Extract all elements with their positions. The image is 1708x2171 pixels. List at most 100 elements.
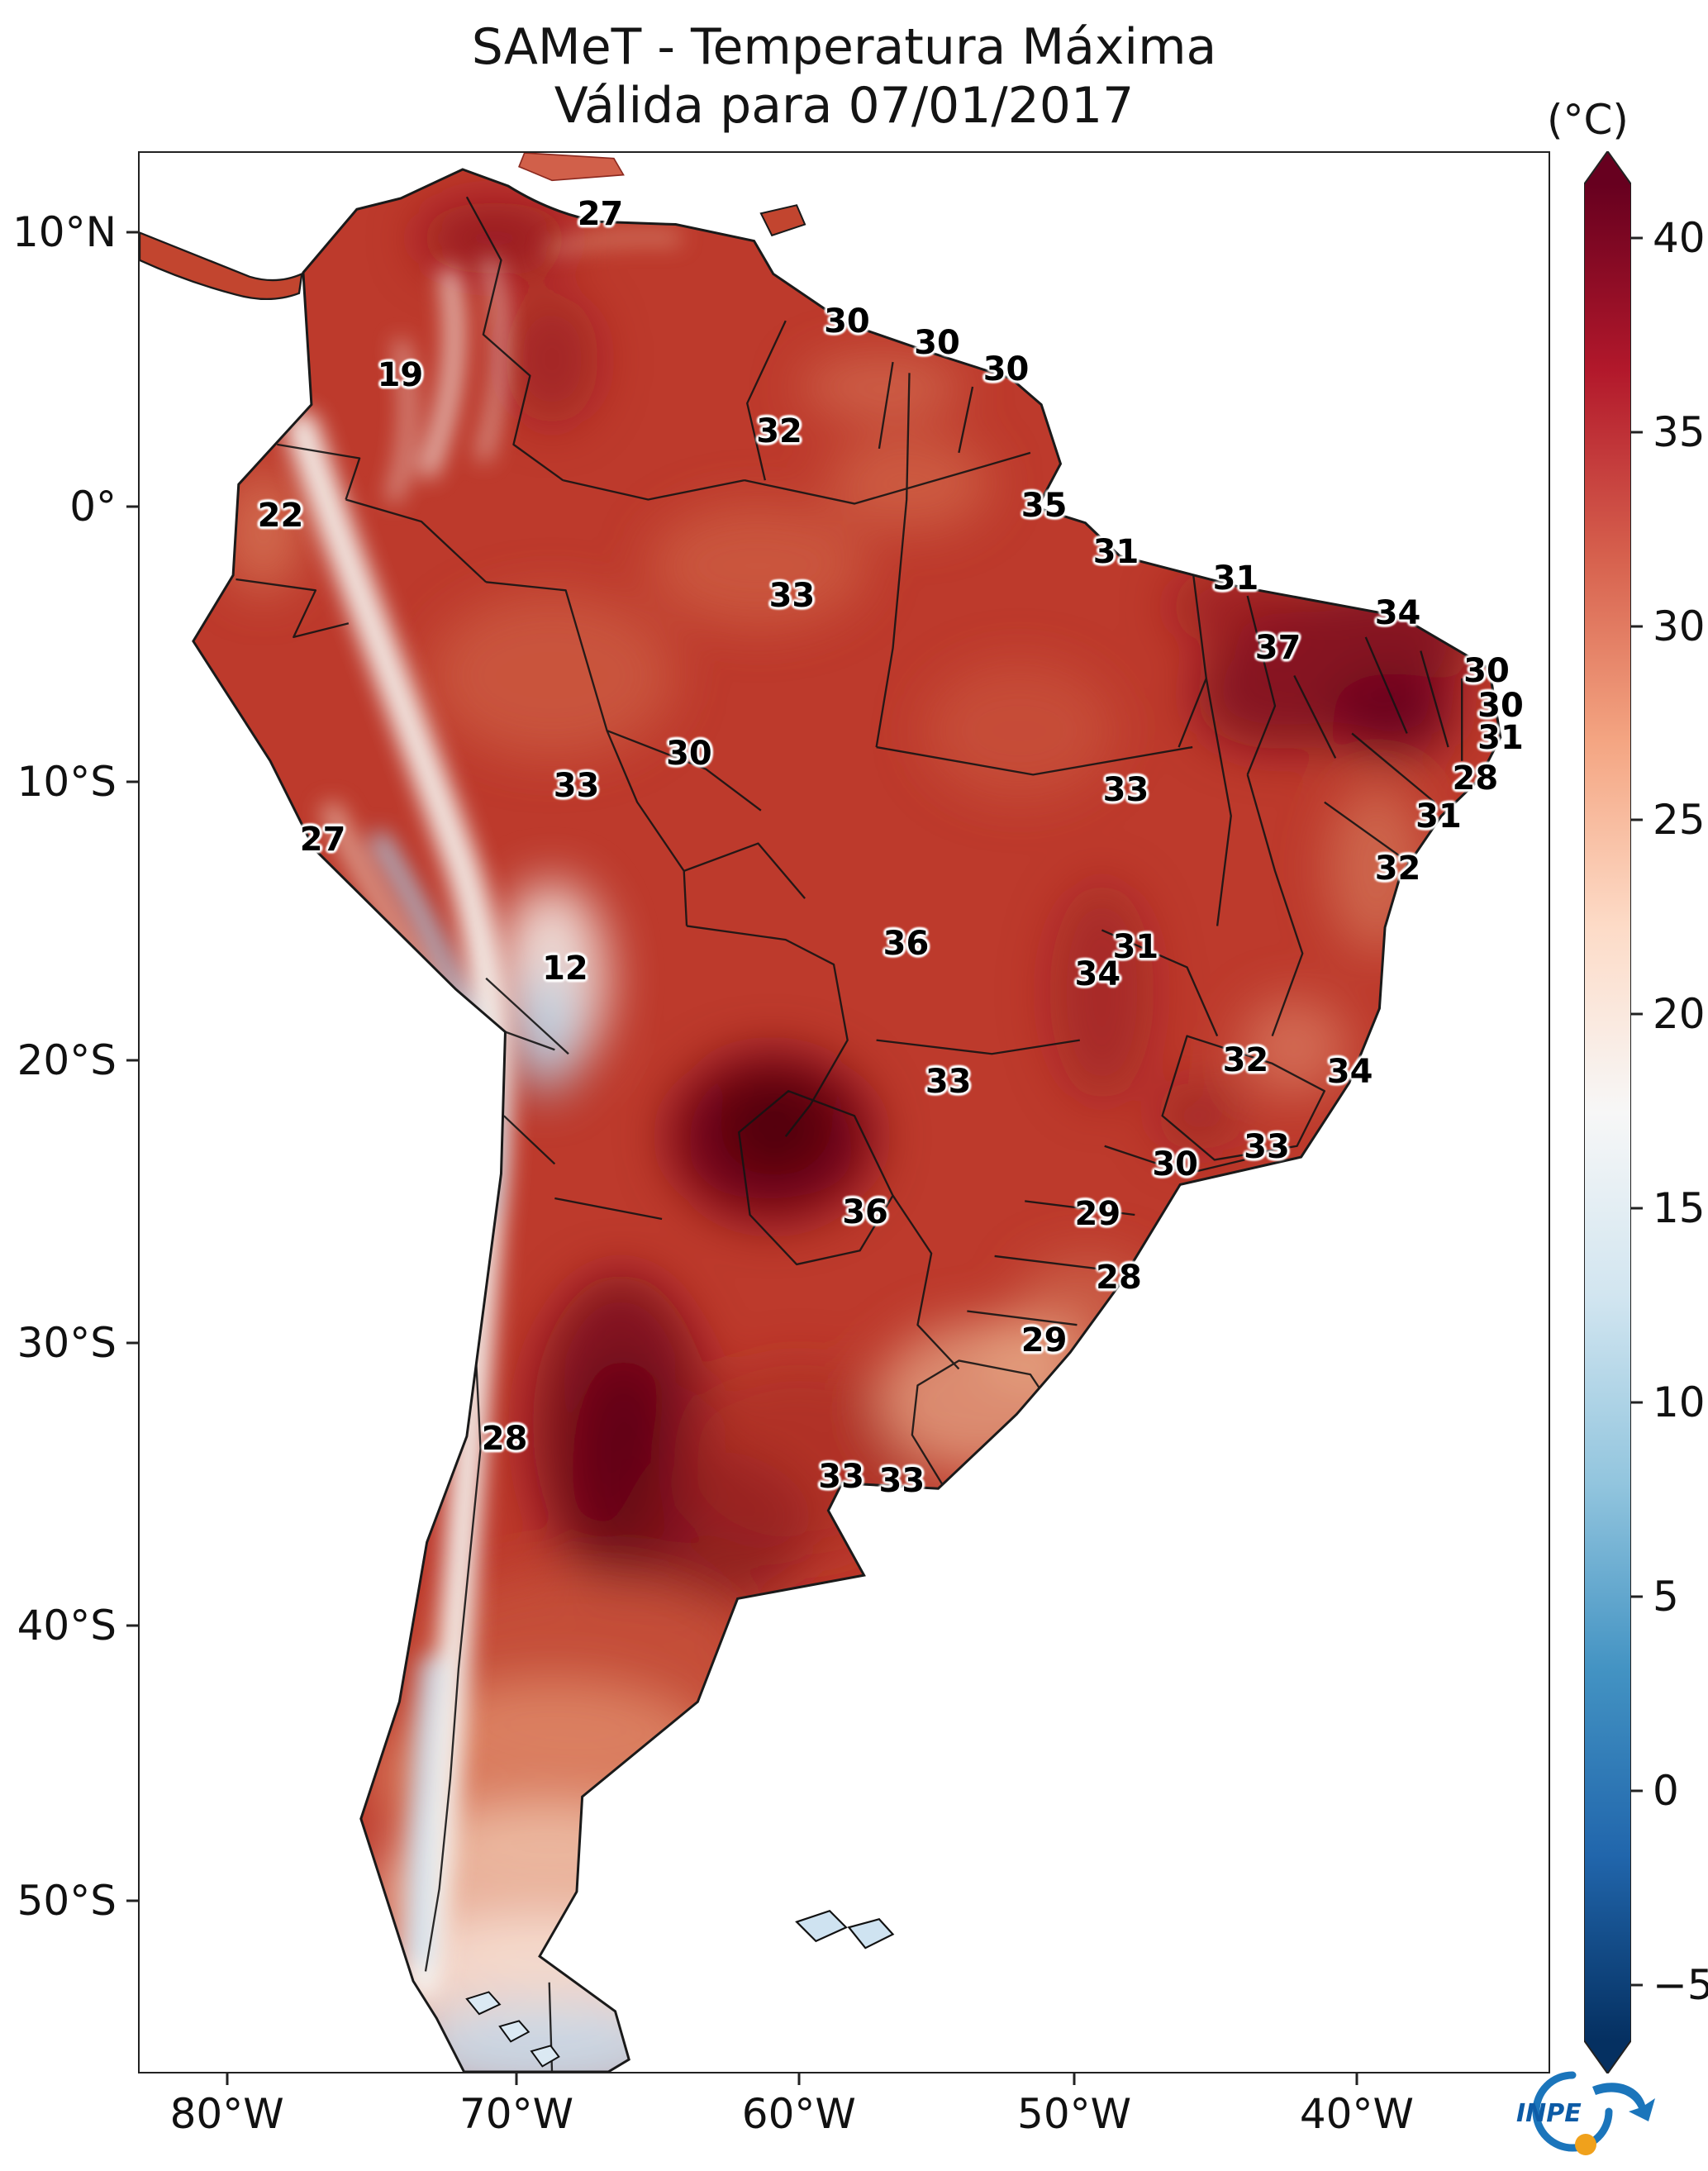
temperature-value-label: 36 bbox=[883, 924, 930, 963]
temperature-value-label: 28 bbox=[1452, 759, 1499, 797]
map-plot-area: 27 30 30 30 19 32 35 22 31 31 33 34 37 30 30 31 30 28 33 33… bbox=[138, 151, 1655, 2155]
longitude-axis: 80°W 70°W 60°W 50°W 40°W bbox=[138, 2073, 1550, 2138]
temperature-value-label: 36 bbox=[842, 1193, 888, 1231]
temperature-value-label: 31 bbox=[1112, 928, 1159, 967]
latitude-tick-label: 10°S bbox=[17, 757, 117, 806]
temperature-value-label: 34 bbox=[1074, 955, 1121, 993]
colorbar-tick-mark bbox=[1631, 431, 1643, 434]
longitude-tick-label: 60°W bbox=[741, 2090, 856, 2138]
latitude-tick-label: 0° bbox=[69, 483, 117, 531]
temperature-value-label: 32 bbox=[756, 412, 802, 450]
temperature-value-label: 32 bbox=[1222, 1041, 1269, 1080]
colorbar-tick-mark bbox=[1631, 1789, 1643, 1793]
temperature-value-label: 22 bbox=[257, 496, 304, 535]
colorbar-tick-mark bbox=[1631, 1983, 1643, 1987]
latitude-tick-mark bbox=[126, 1624, 138, 1627]
latitude-tick-mark bbox=[126, 1899, 138, 1902]
latitude-tick-label: 10°N bbox=[12, 207, 117, 256]
colorbar-tick-mark bbox=[1631, 625, 1643, 628]
temperature-value-label: 33 bbox=[818, 1458, 864, 1497]
temperature-value-label: 31 bbox=[1212, 559, 1259, 598]
latitude-axis: 10°N 0° 10°S 20°S 30°S 40°S 50°S bbox=[0, 151, 138, 2073]
falkland-islands bbox=[795, 1910, 895, 1950]
colorbar-tick-mark bbox=[1631, 818, 1643, 821]
longitude-tick-mark bbox=[1073, 2073, 1076, 2085]
latitude-tick-mark bbox=[126, 231, 138, 234]
latitude-tick-label: 40°S bbox=[17, 1602, 117, 1650]
longitude-tick-label: 40°W bbox=[1299, 2090, 1414, 2138]
colorbar-tick-mark bbox=[1631, 1401, 1643, 1404]
temperature-value-label: 30 bbox=[982, 350, 1030, 389]
temperature-value-label: 33 bbox=[1102, 770, 1149, 809]
colorbar-ticks: 40 35 30 25 20 15 10 5 0 −5 bbox=[1631, 151, 1708, 2073]
longitude-tick-mark bbox=[226, 2073, 229, 2085]
colorbar-tick-label: 15 bbox=[1653, 1184, 1706, 1233]
temperature-value-label: 31 bbox=[1415, 797, 1462, 836]
temperature-value-label: 28 bbox=[1096, 1258, 1142, 1297]
colorbar-tick-label: 25 bbox=[1653, 796, 1706, 845]
temperature-value-label: 30 bbox=[1152, 1145, 1199, 1183]
temperature-value-label: 30 bbox=[914, 323, 960, 362]
longitude-tick-mark bbox=[797, 2073, 801, 2085]
temperature-value-label: 30 bbox=[1463, 651, 1510, 690]
colorbar-tick-mark bbox=[1631, 236, 1643, 240]
latitude-tick-mark bbox=[126, 505, 138, 508]
temperature-value-label: 31 bbox=[1092, 532, 1139, 571]
country-and-state-borders bbox=[236, 196, 1463, 2072]
temperature-value-label: 33 bbox=[925, 1062, 972, 1101]
longitude-tick-label: 70°W bbox=[459, 2090, 574, 2138]
continent-outline bbox=[192, 168, 1502, 2072]
colorbar-gradient-bar bbox=[1583, 150, 1632, 2075]
temperature-value-label: 33 bbox=[1244, 1127, 1290, 1166]
latitude-tick-mark bbox=[126, 1059, 138, 1062]
temperature-value-label: 33 bbox=[878, 1461, 925, 1500]
colorbar-tick-label: 35 bbox=[1653, 407, 1706, 456]
longitude-tick-mark bbox=[515, 2073, 518, 2085]
temperature-value-label: 19 bbox=[377, 356, 424, 395]
south-america-temperature-map bbox=[140, 153, 1502, 2072]
temperature-value-label: 29 bbox=[1021, 1321, 1068, 1360]
temperature-value-label: 30 bbox=[666, 734, 712, 773]
temperature-value-label: 32 bbox=[1374, 850, 1421, 888]
temperature-value-label: 33 bbox=[553, 767, 600, 806]
colorbar-tick-label: −5 bbox=[1653, 1961, 1708, 2009]
panama-coast bbox=[140, 231, 303, 301]
colorbar-tick-mark bbox=[1631, 1207, 1643, 1210]
longitude-tick-label: 80°W bbox=[169, 2090, 284, 2138]
caribbean-coast-patch bbox=[518, 153, 625, 182]
colorbar-unit-label: (°C) bbox=[1547, 96, 1629, 144]
latitude-tick-mark bbox=[126, 1341, 138, 1345]
temperature-value-labels: 27 30 30 30 19 32 35 22 31 31 33 34 37 30 30 31 30 28 33 33… bbox=[140, 153, 1549, 2072]
temperature-value-label: 34 bbox=[1374, 594, 1421, 633]
colorbar-tick-label: 20 bbox=[1653, 990, 1706, 1039]
inpe-logo-arrow bbox=[1592, 2083, 1655, 2121]
colorbar-tick-label: 10 bbox=[1653, 1378, 1706, 1427]
colorbar-tick-label: 40 bbox=[1653, 213, 1706, 262]
temperature-value-label: 30 bbox=[824, 302, 870, 341]
temperature-value-label: 29 bbox=[1074, 1195, 1121, 1234]
latitude-tick-label: 30°S bbox=[17, 1319, 117, 1368]
colorbar-tick-mark bbox=[1631, 1012, 1643, 1016]
figure-title-line1: SAMeT - Temperatura Máxima bbox=[471, 18, 1217, 76]
inpe-logo-text: INPE bbox=[1516, 2099, 1582, 2128]
temperature-value-label: 28 bbox=[481, 1419, 528, 1458]
temperature-value-label: 31 bbox=[1477, 719, 1524, 758]
temperature-value-label: 27 bbox=[299, 821, 346, 859]
fuegian-islands bbox=[465, 1991, 560, 2068]
colorbar bbox=[1583, 150, 1632, 2075]
longitude-tick-label: 50°W bbox=[1017, 2090, 1132, 2138]
temperature-value-label: 33 bbox=[768, 577, 816, 616]
temperature-value-label: 12 bbox=[542, 949, 588, 988]
colorbar-tick-label: 30 bbox=[1653, 602, 1706, 650]
figure-title-line2: Válida para 07/01/2017 bbox=[554, 76, 1135, 135]
latitude-tick-label: 50°S bbox=[17, 1876, 117, 1925]
latitude-tick-mark bbox=[126, 780, 138, 783]
temperature-value-label: 27 bbox=[577, 195, 624, 234]
temperature-value-label: 35 bbox=[1021, 487, 1068, 526]
colorbar-tick-mark bbox=[1631, 1595, 1643, 1598]
colorbar-tick-label: 0 bbox=[1653, 1767, 1679, 1816]
temperature-value-label: 30 bbox=[1477, 686, 1524, 725]
trinidad-island bbox=[759, 204, 806, 237]
longitude-tick-mark bbox=[1355, 2073, 1358, 2085]
colorbar-tick-label: 5 bbox=[1653, 1573, 1679, 1621]
